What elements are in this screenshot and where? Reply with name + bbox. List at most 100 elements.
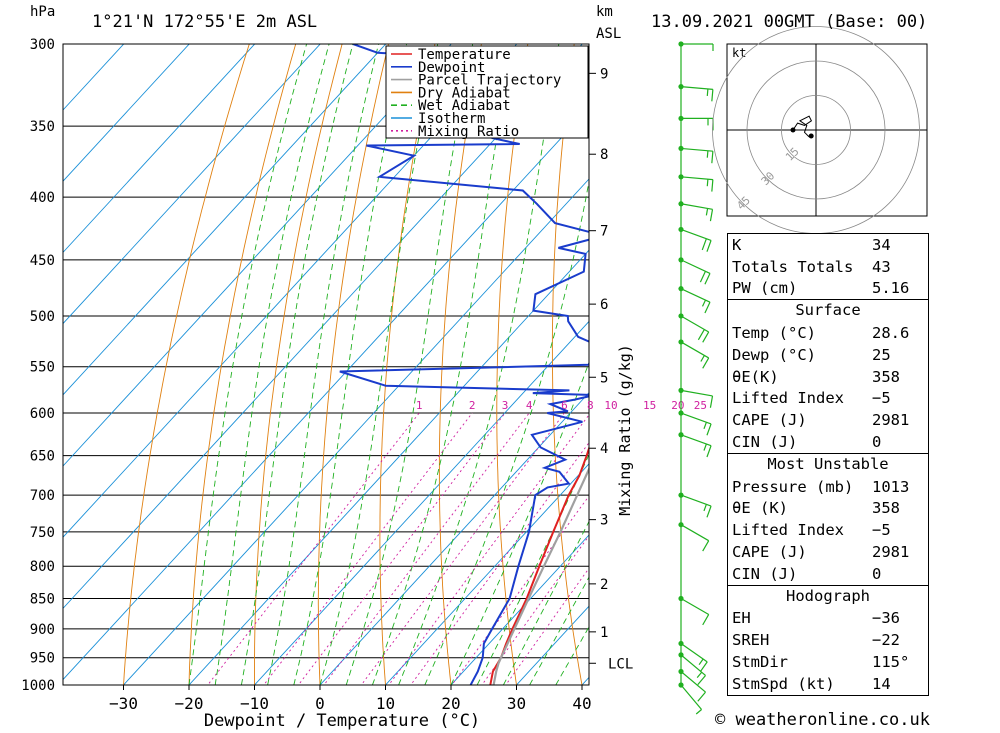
isotherm-line [63,44,387,396]
pressure-tick-label: 700 [30,488,55,504]
legend-label: Temperature [418,47,511,63]
height-tick-label: LCL [608,656,633,672]
wind-level-dot [678,226,684,233]
mixing-ratio-line [360,412,565,685]
dry-adiabat-line [254,44,343,685]
most-unstable-label: Pressure (mb) [732,477,854,496]
most-unstable-label: Lifted Index [732,521,844,540]
hodograph-row: StmDir 115° [728,651,928,673]
wind-barb-feather [704,273,711,285]
dry-adiabat-line [496,44,529,685]
mixing-ratio-label: 20 [671,399,684,412]
wind-barb-feather [702,614,710,626]
wet-adiabat-line [450,361,589,685]
hodograph-ring [781,95,851,165]
most-unstable-label: CIN (J) [732,564,798,583]
x-tick-label: −20 [175,694,204,713]
isotherm-line [63,44,452,467]
wind-barb-feather [703,504,707,512]
wind-barb-feather [706,445,712,458]
legend-label: Dry Adiabat [418,85,511,101]
surface-title: Surface [795,301,861,320]
pressure-tick-label: 500 [30,309,55,325]
general-row: PW (cm) 5.16 [728,278,928,300]
isotherm-line [122,178,589,685]
wind-barb-feather [697,329,705,341]
background-lines [63,7,1000,711]
wind-barb [680,654,706,676]
most-unstable-value: 358 [872,499,900,518]
wind-barb-feather [701,238,707,251]
isotherm-line [63,44,125,111]
wet-adiabat-line [371,44,514,685]
most-unstable-row: θE (K) 358 [728,498,928,520]
pressure-tick-label: 450 [30,253,55,269]
location-title: 1°21'N 172°55'E 2m ASL [92,12,318,32]
hodograph-title: Hodograph [786,586,870,605]
storm-motion-marker [808,133,814,139]
mixing-ratio-label: 8 [587,399,594,412]
pressure-tick-label: 750 [30,525,55,541]
pressure-tick-label: 300 [30,37,55,53]
x-tick-label: −30 [109,694,138,713]
legend-box [385,45,589,139]
datetime-title: 13.09.2021 00GMT (Base: 00) [651,12,928,32]
wet-adiabat-line [319,44,439,685]
mixing-ratio-label: 6 [561,399,568,412]
wind-barb-feather [705,208,709,216]
wind-barb-feather [711,151,714,164]
hodograph-end-marker [790,127,796,133]
x-tick-label: −10 [240,694,269,713]
wind-barb [680,684,703,710]
surface-value: 358 [872,367,900,386]
general-label: K [732,235,742,254]
hodograph-label: SREH [732,631,770,650]
hodograph-row: StmSpd (kt) 14 [728,673,928,695]
wind-barb [680,315,710,333]
most-unstable-row: Pressure (mb) 1013 [728,476,928,498]
mixing-ratio-line [410,441,589,685]
general-row: Totals Totals 43 [728,256,928,278]
surface-label: CAPE (J) [732,411,807,430]
surface-value: 0 [872,433,882,452]
dry-adiabat-line [379,44,436,685]
indices-table: K 34 Totals Totals 43 PW (cm) 5.16 Surface Te… [727,233,929,696]
surface-row: θE(K) 358 [728,366,928,388]
surface-row: CAPE (J) 2981 [728,409,928,431]
hodograph-section: Hodograph EH −36 SREH −22 StmDir 115° StmSpd (… [728,584,928,695]
wind-barb [680,176,713,181]
parcel-trajectory-line [492,466,589,685]
wet-adiabat-line [424,179,589,685]
surface-value: 28.6 [872,324,910,343]
hodograph-value: 115° [872,653,910,672]
mixing-ratio-label: 15 [643,399,656,412]
general-value: 34 [872,235,891,254]
pressure-tick-label: 350 [30,119,55,135]
wind-barb-feather [709,209,714,222]
hodograph-label: StmSpd (kt) [732,674,835,693]
wet-adiabat-line [214,44,330,685]
surface-value: 2981 [872,411,910,430]
wind-barb-feather [699,661,708,673]
most-unstable-row: Lifted Index −5 [728,519,928,541]
wind-level-dot [678,201,684,207]
pressure-tick-label: 800 [30,559,55,575]
surface-row: Lifted Index −5 [728,388,928,410]
wind-barb-feather [702,331,710,343]
wind-barb [680,147,713,152]
wet-adiabat-line [345,44,474,685]
most-unstable-section: Most Unstable Pressure (mb) 1013 θE (K) 358… [728,452,928,585]
isotherm-line [63,44,190,182]
height-tick-label: 5 [600,370,608,386]
isotherm-line [384,463,589,685]
general-value: 5.16 [872,279,910,298]
mixing-ratio-label: 2 [469,399,476,412]
surface-label: Dewp (°C) [732,345,816,364]
legend-label: Parcel Trajectory [418,73,561,89]
wind-barb-feather [703,443,707,451]
wind-barb-feather [706,505,712,518]
dry-adiabat-line [944,7,1000,711]
wind-barb [680,597,710,615]
